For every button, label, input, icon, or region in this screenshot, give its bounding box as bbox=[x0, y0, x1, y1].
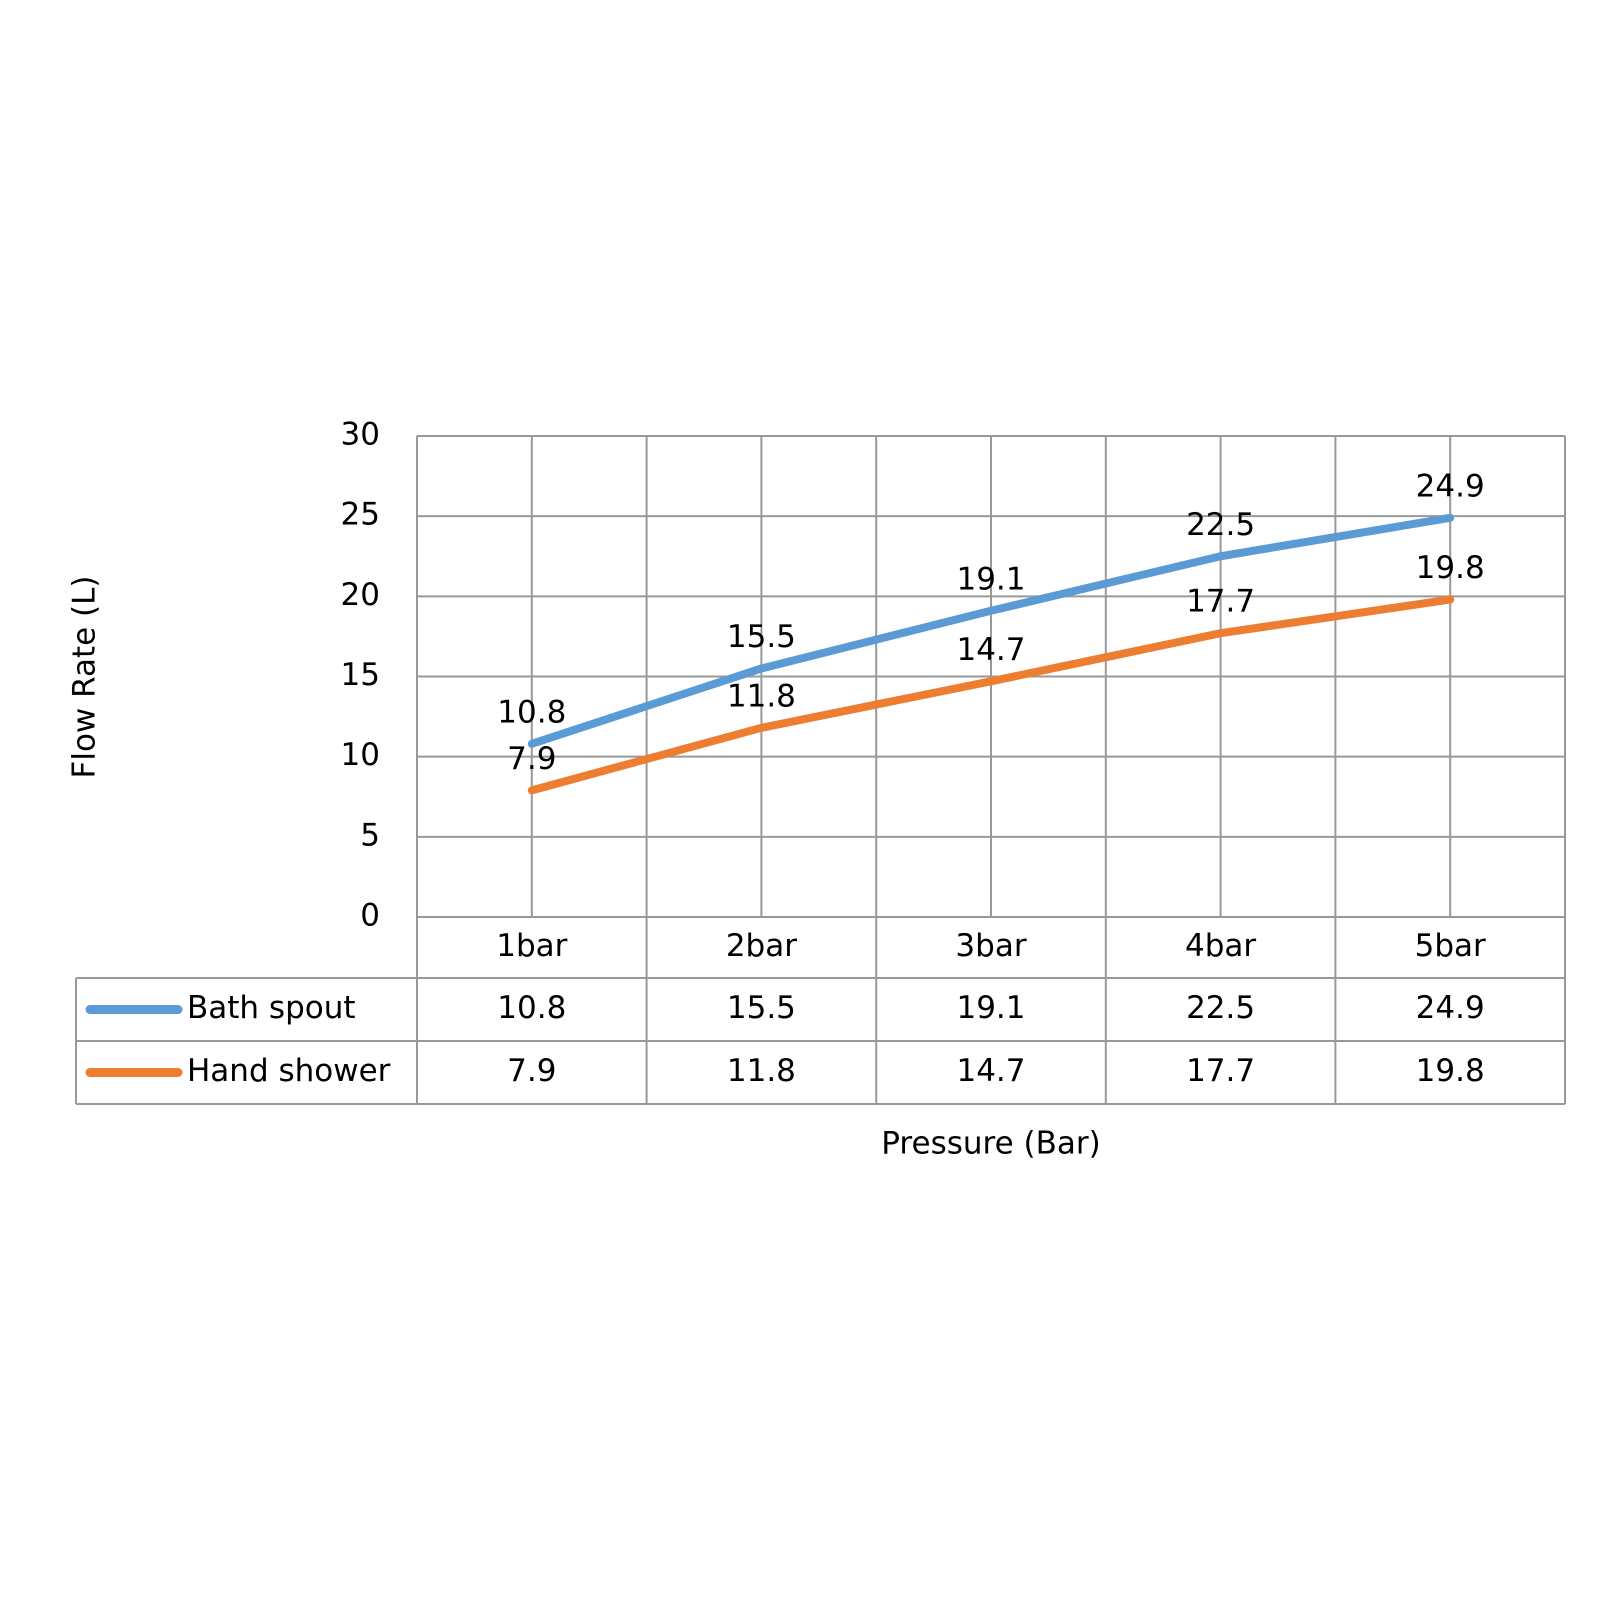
data-label: 15.5 bbox=[727, 619, 796, 655]
data-label: 24.9 bbox=[1416, 468, 1485, 504]
data-label: 22.5 bbox=[1186, 507, 1255, 543]
series-line bbox=[527, 513, 1455, 748]
y-tick-label: 20 bbox=[341, 577, 380, 613]
y-tick-label: 15 bbox=[341, 657, 380, 693]
data-label: 11.8 bbox=[727, 678, 796, 714]
table-cell: 17.7 bbox=[1186, 1053, 1255, 1089]
y-tick-label: 10 bbox=[341, 737, 380, 773]
data-label: 7.9 bbox=[507, 741, 556, 777]
table-cell: 22.5 bbox=[1186, 990, 1255, 1026]
y-tick-label: 0 bbox=[360, 898, 380, 934]
x-tick-label: 4bar bbox=[1185, 928, 1256, 964]
legend-label: Bath spout bbox=[187, 990, 356, 1026]
table-cell: 7.9 bbox=[507, 1053, 556, 1089]
x-tick-label: 1bar bbox=[496, 928, 567, 964]
table-cell: 24.9 bbox=[1416, 990, 1485, 1026]
x-axis-title: Pressure (Bar) bbox=[881, 1126, 1100, 1162]
x-tick-label: 5bar bbox=[1415, 928, 1486, 964]
x-tick-label: 2bar bbox=[726, 928, 797, 964]
table-cell: 15.5 bbox=[727, 990, 796, 1026]
data-label: 19.8 bbox=[1416, 550, 1485, 586]
y-tick-label: 25 bbox=[341, 497, 380, 533]
legend-label: Hand shower bbox=[187, 1053, 391, 1089]
table-cell: 19.8 bbox=[1416, 1053, 1485, 1089]
x-tick-label: 3bar bbox=[955, 928, 1026, 964]
y-tick-label: 30 bbox=[341, 417, 380, 453]
y-axis-title: Flow Rate (L) bbox=[67, 575, 103, 778]
data-label: 17.7 bbox=[1186, 584, 1255, 620]
y-tick-label: 5 bbox=[360, 817, 380, 853]
table-cell: 11.8 bbox=[727, 1053, 796, 1089]
series-line bbox=[527, 595, 1455, 795]
data-label: 19.1 bbox=[956, 561, 1025, 597]
table-cell: 14.7 bbox=[956, 1053, 1025, 1089]
table-cell: 19.1 bbox=[956, 990, 1025, 1026]
data-label: 14.7 bbox=[956, 632, 1025, 668]
data-label: 10.8 bbox=[497, 694, 566, 730]
table-cell: 10.8 bbox=[497, 990, 566, 1026]
